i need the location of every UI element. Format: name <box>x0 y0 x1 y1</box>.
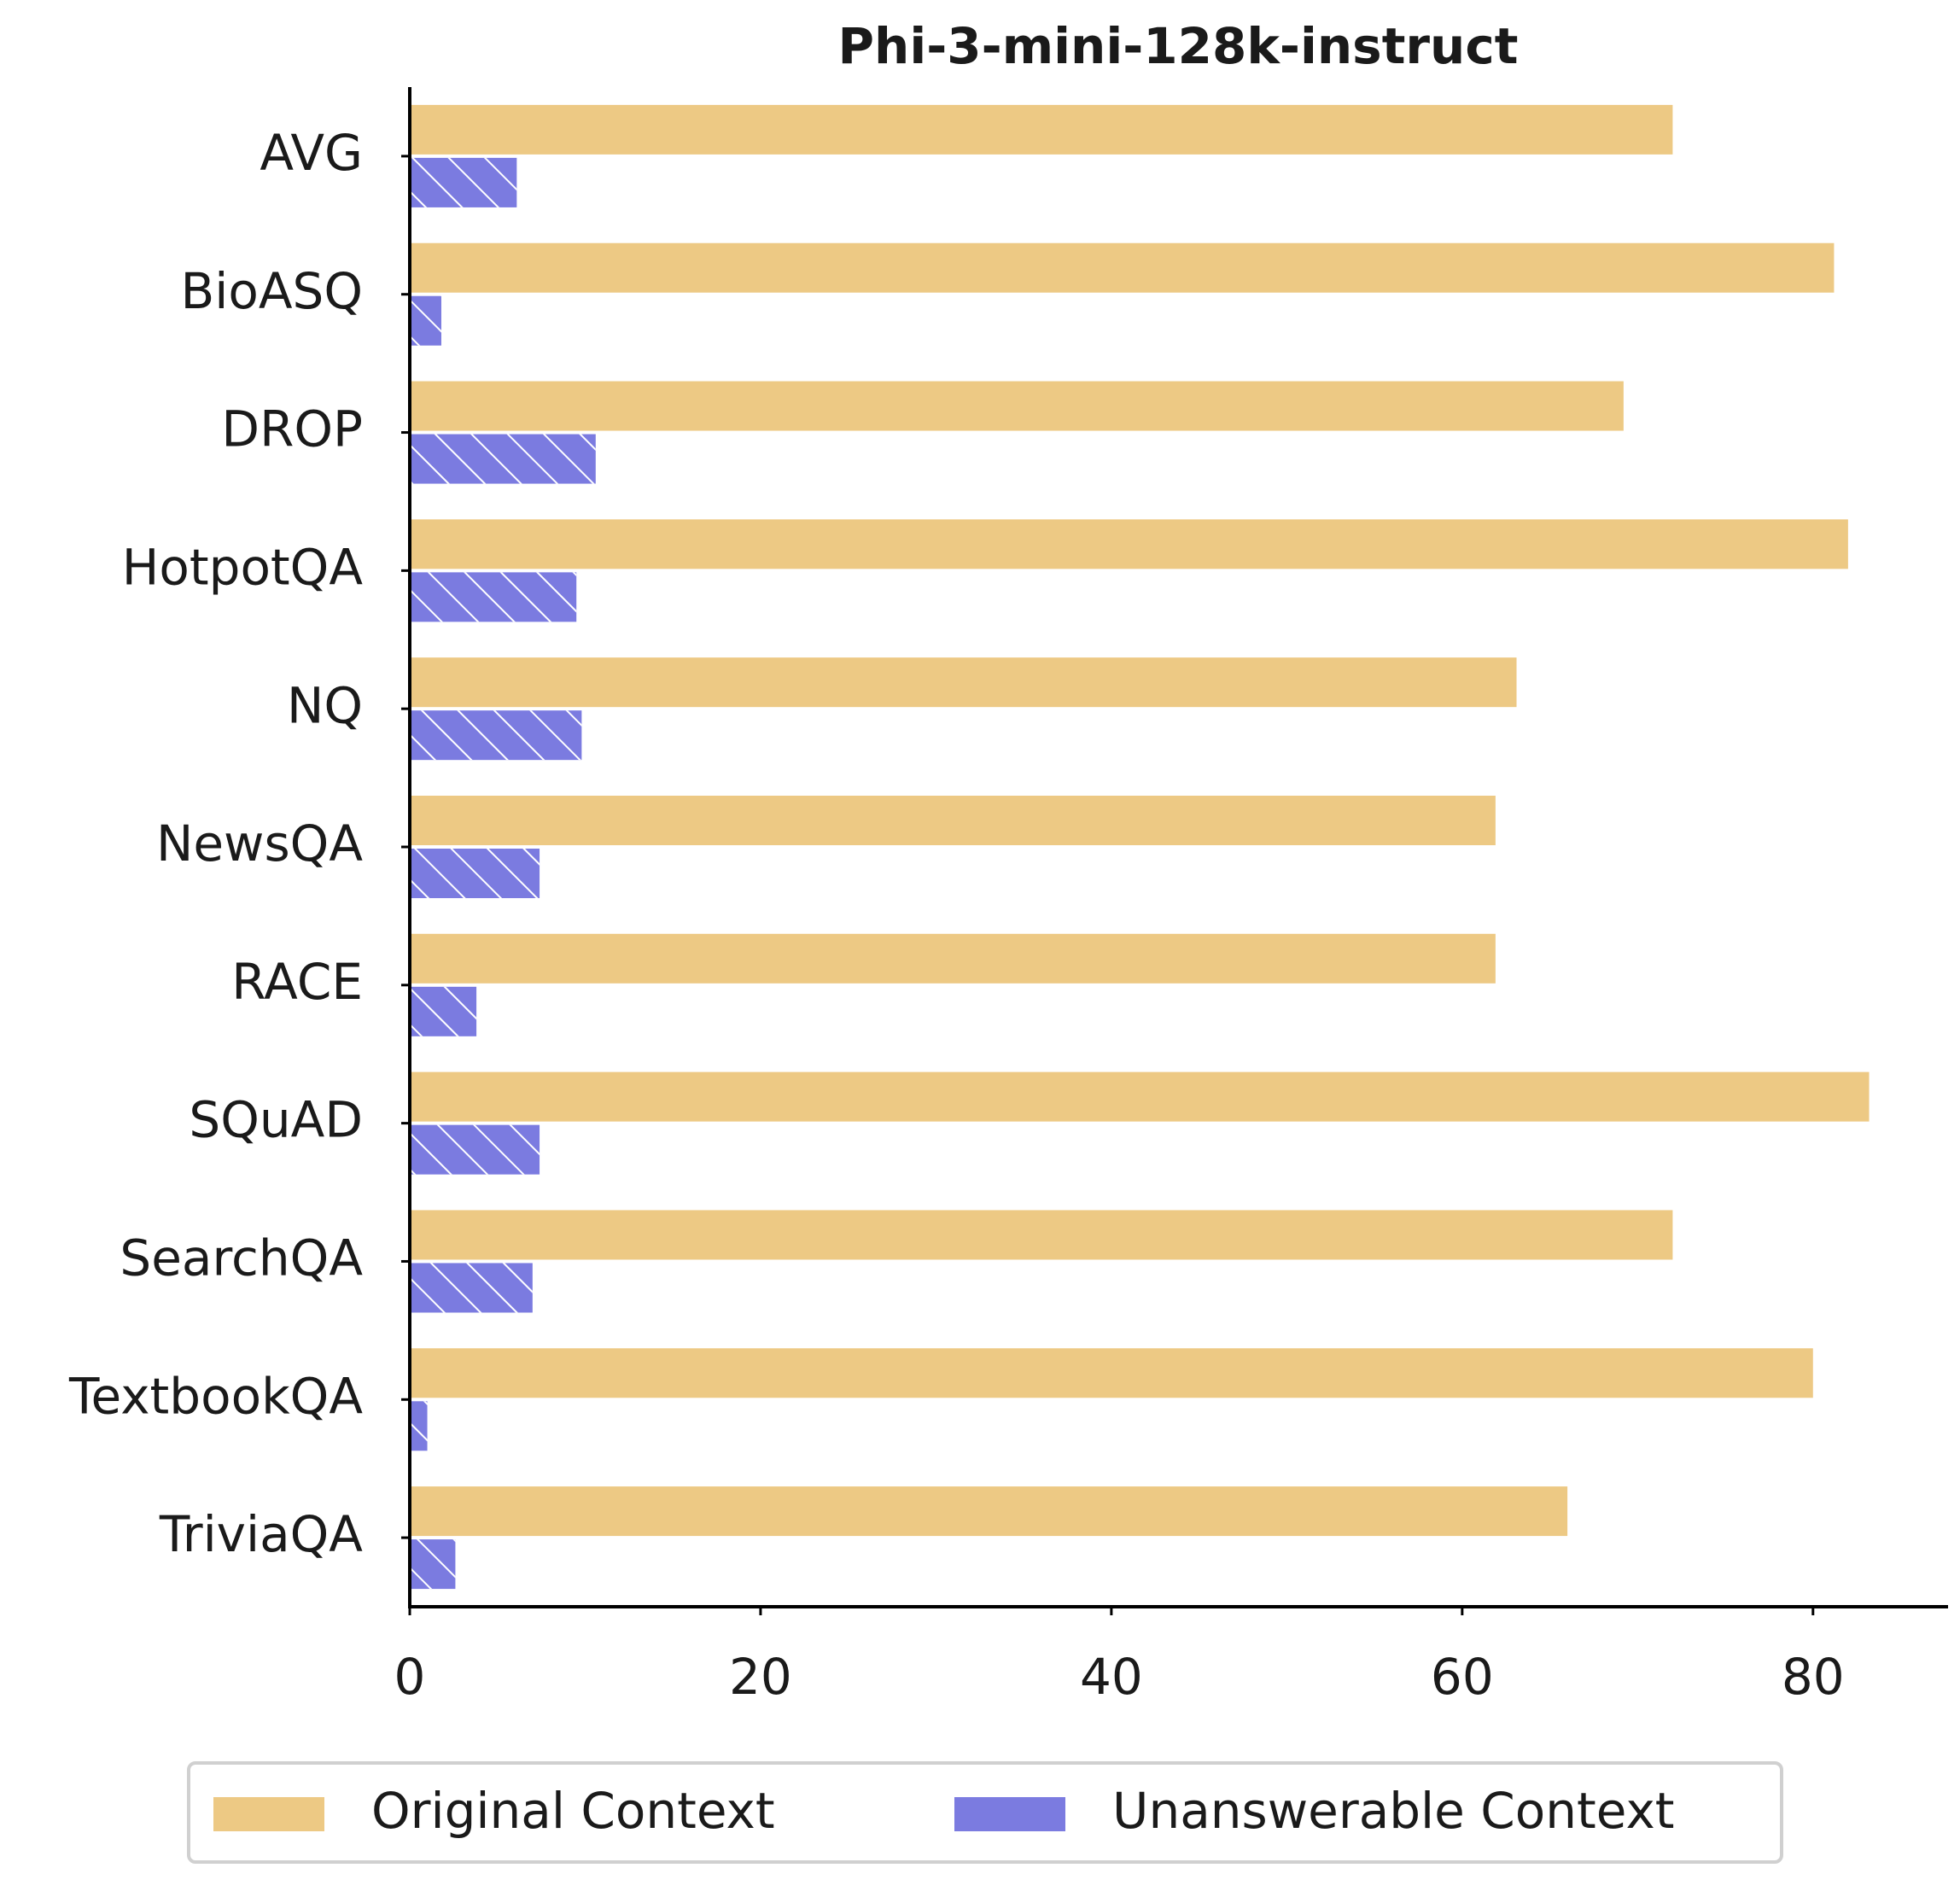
bar-hatch <box>410 1539 456 1590</box>
legend-swatch <box>954 1797 1065 1831</box>
bar-hatch <box>410 1401 428 1451</box>
bar <box>410 1071 1870 1122</box>
y-tick-label: SearchQA <box>120 1229 363 1287</box>
bar <box>410 1210 1673 1260</box>
bar-hatch <box>410 572 577 622</box>
x-tick-label: 80 <box>1782 1648 1845 1706</box>
y-tick-label: TextbookQA <box>68 1367 363 1425</box>
bar <box>410 1486 1568 1537</box>
legend-label: Original Context <box>371 1782 775 1840</box>
x-tick-label: 60 <box>1431 1648 1494 1706</box>
bar-hatch <box>410 1124 540 1175</box>
bar <box>410 796 1496 845</box>
bar-hatch <box>410 710 582 761</box>
bar <box>410 104 1673 155</box>
y-tick-label: AVG <box>260 124 363 182</box>
y-tick-label: SQuAD <box>189 1091 363 1149</box>
y-tick-label: HotpotQA <box>122 538 364 596</box>
bar-hatch <box>410 434 596 484</box>
y-tick-label: DROP <box>221 400 363 458</box>
x-tick-label: 20 <box>729 1648 792 1706</box>
y-tick-label: NQ <box>287 676 363 734</box>
legend-label: Unanswerable Context <box>1112 1782 1675 1840</box>
x-tick-label: 0 <box>394 1648 426 1706</box>
bar-hatch <box>410 1263 533 1313</box>
chart-title: Phi-3-mini-128k-instruct <box>838 17 1519 75</box>
bar <box>410 1348 1813 1398</box>
x-tick-label: 40 <box>1080 1648 1143 1706</box>
bar <box>410 519 1848 569</box>
bar <box>410 933 1496 984</box>
legend-swatch <box>213 1797 324 1831</box>
y-tick-label: TriviaQA <box>159 1505 363 1563</box>
bar-hatch <box>410 849 540 898</box>
bar-hatch <box>410 986 477 1036</box>
bar <box>410 242 1835 293</box>
bar <box>410 381 1624 431</box>
y-tick-label: NewsQA <box>156 814 363 873</box>
legend: Original Context Unanswerable Context <box>187 1761 1783 1864</box>
y-tick-label: RACE <box>231 953 363 1011</box>
bar <box>410 657 1517 708</box>
bar-hatch <box>410 295 441 346</box>
y-tick-label: BioASQ <box>180 262 363 320</box>
bar-hatch <box>410 157 517 207</box>
